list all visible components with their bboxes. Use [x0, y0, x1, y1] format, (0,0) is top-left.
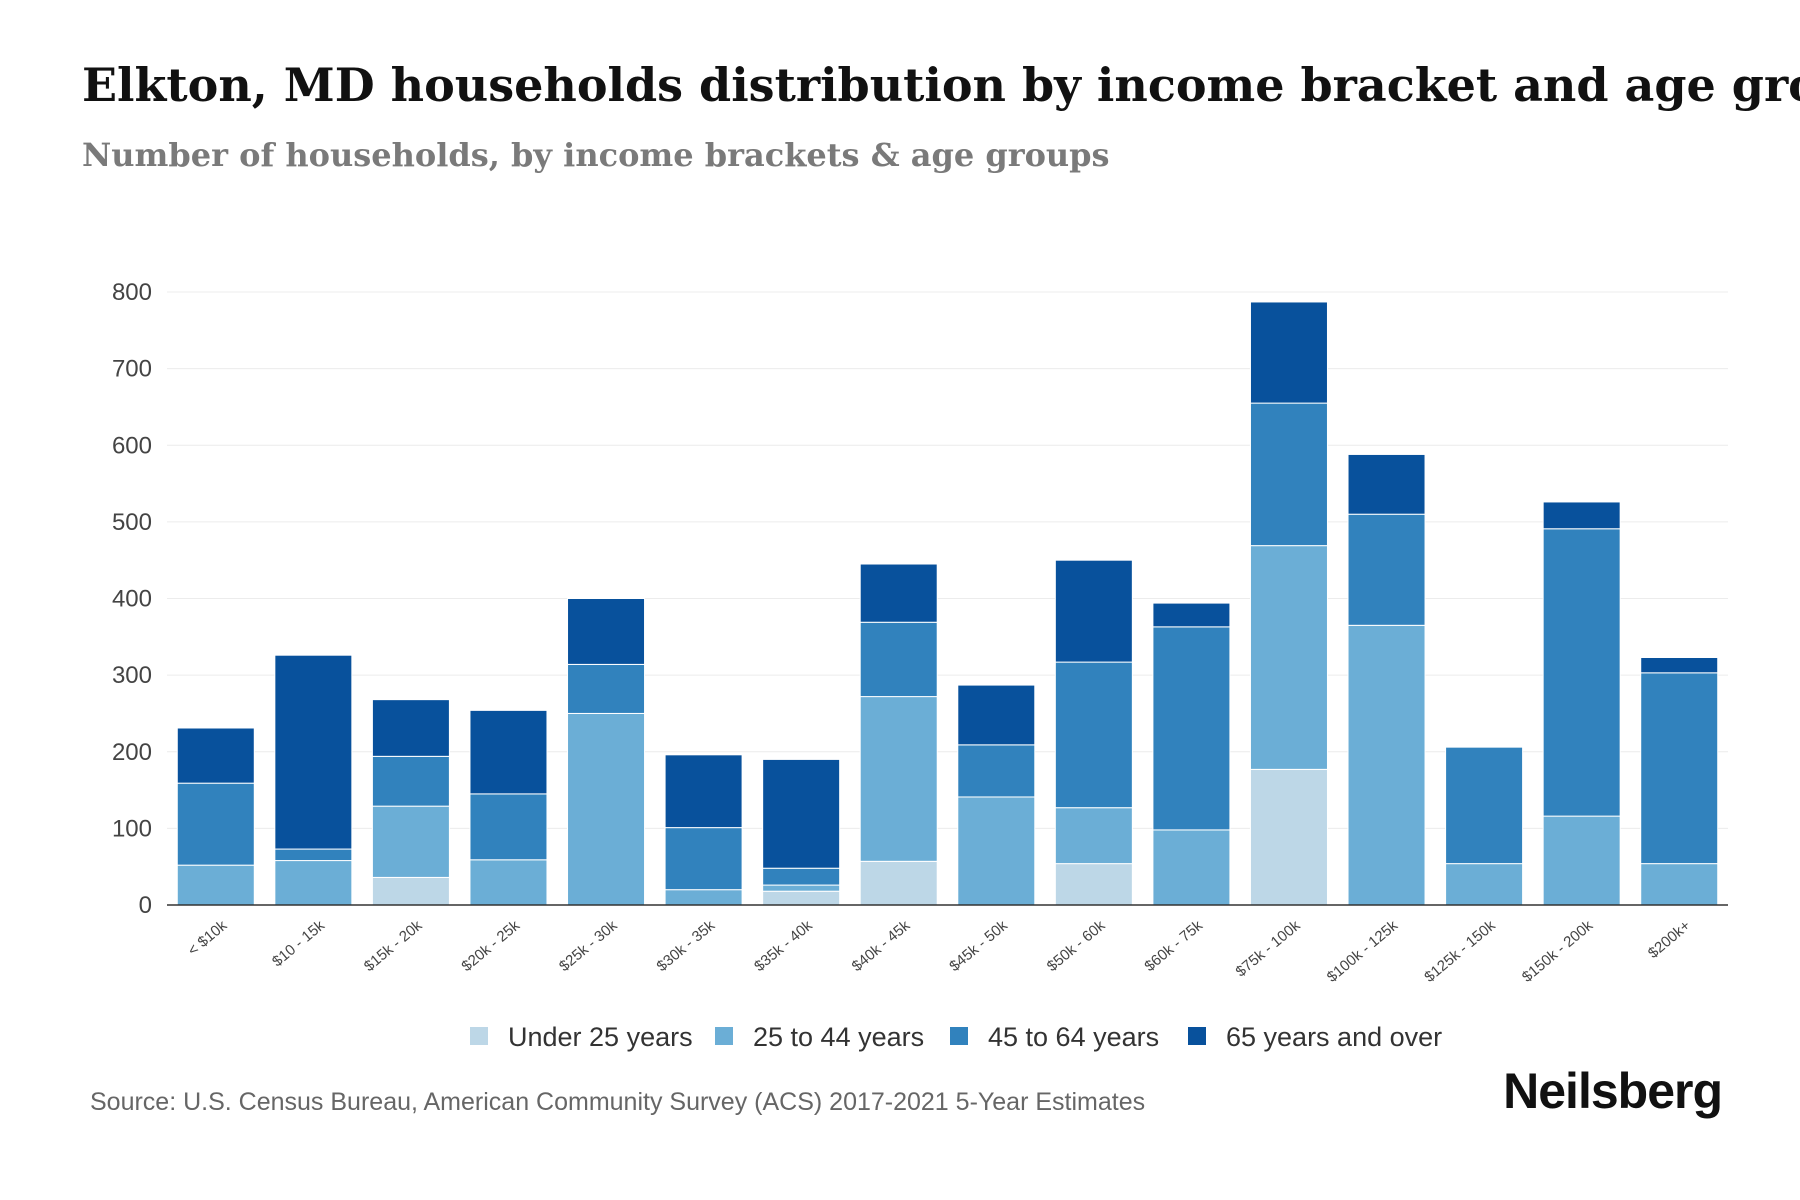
x-tick-label: $200k+ [1645, 917, 1694, 962]
y-tick-label: 800 [112, 279, 152, 306]
bar-segment [762, 890, 841, 906]
bar-segment [1542, 528, 1621, 817]
y-tick-label: 400 [112, 586, 152, 613]
bar-segment [371, 699, 450, 757]
bar-segment [1640, 672, 1719, 865]
y-tick-label: 600 [112, 432, 152, 459]
bar-segment [1249, 545, 1328, 770]
x-tick-label: $150k - 200k [1519, 917, 1597, 986]
x-tick-label: $20k - 25k [458, 917, 523, 975]
x-tick-label: $30k - 35k [654, 917, 719, 975]
bar-segment [371, 805, 450, 878]
legend-item: Under 25 years [470, 1022, 693, 1052]
bar-segment [1347, 624, 1426, 906]
bar-segment [469, 859, 548, 906]
gridlines [167, 291, 1728, 829]
bar-segment [176, 864, 255, 906]
y-tick-label: 700 [112, 356, 152, 383]
bar-segment [274, 848, 353, 862]
x-tick-label: $75k - 100k [1233, 917, 1304, 981]
bar-segment [1640, 657, 1719, 674]
y-tick-label: 0 [139, 892, 152, 919]
bar-segment [1445, 863, 1524, 906]
bar-segment [274, 654, 353, 850]
x-tick-label: < $10k [185, 917, 231, 960]
source-note: Source: U.S. Census Bureau, American Com… [90, 1088, 1146, 1116]
bar-segment [762, 758, 841, 869]
chart-title: Elkton, MD households distribution by in… [82, 58, 1800, 112]
legend-label: 65 years and over [1226, 1022, 1442, 1052]
bar-segment [469, 793, 548, 861]
bar-segment [469, 709, 548, 795]
bar-segment [664, 754, 743, 829]
x-tick-label: $15k - 20k [361, 917, 426, 975]
bar-segment [567, 663, 646, 714]
x-tick-label: $40k - 45k [849, 917, 914, 975]
bar-segment [1054, 863, 1133, 906]
y-tick-label: 300 [112, 662, 152, 689]
bar-segment [1347, 453, 1426, 515]
legend-label: 25 to 44 years [753, 1022, 924, 1052]
bar-segment [1152, 829, 1231, 906]
legend-swatch [715, 1027, 733, 1045]
bar-segment [371, 755, 450, 807]
y-tick-label: 200 [112, 739, 152, 766]
brand-logo: Neilsberg [1503, 1063, 1723, 1119]
bar-segment [1542, 815, 1621, 906]
bar-segment [1054, 661, 1133, 809]
bar-segment [274, 860, 353, 906]
bar-segment [567, 712, 646, 906]
x-tick-label: $35k - 40k [751, 917, 816, 975]
x-tick-label: $10 - 15k [269, 917, 328, 971]
y-tick-label: 100 [112, 815, 152, 842]
bar-segment [1054, 807, 1133, 865]
bar-segment [664, 889, 743, 906]
bars [176, 301, 1719, 906]
chart-subtitle: Number of households, by income brackets… [82, 136, 1110, 174]
bar-segment [1542, 501, 1621, 530]
bar-segment [371, 876, 450, 906]
legend-item: 45 to 64 years [950, 1022, 1159, 1052]
x-tick-label: $125k - 150k [1421, 917, 1499, 986]
bar-segment [176, 782, 255, 866]
bar-segment [1347, 513, 1426, 626]
y-tick-label: 500 [112, 509, 152, 536]
bar-segment [1152, 602, 1231, 628]
legend: Under 25 years 25 to 44 years 45 to 64 yea… [470, 1022, 1442, 1052]
legend-swatch [470, 1027, 488, 1045]
legend-label: 45 to 64 years [988, 1022, 1159, 1052]
bar-segment [957, 684, 1036, 746]
bar-segment [957, 744, 1036, 798]
bar-segment [762, 884, 841, 892]
bar-segment [1249, 768, 1328, 906]
legend-swatch [1188, 1027, 1206, 1045]
bar-segment [1152, 626, 1231, 831]
bar-segment [859, 860, 938, 906]
bar-segment [1249, 301, 1328, 404]
bar-segment [664, 827, 743, 891]
bar-segment [859, 696, 938, 862]
bar-segment [957, 796, 1036, 906]
x-tick-label: $50k - 60k [1044, 917, 1109, 975]
legend-item: 25 to 44 years [715, 1022, 924, 1052]
legend-item: 65 years and over [1188, 1022, 1442, 1052]
x-tick-label: $25k - 30k [556, 917, 621, 975]
x-tick-label: $45k - 50k [946, 917, 1011, 975]
bar-segment [1445, 746, 1524, 865]
bar-segment [762, 867, 841, 886]
legend-label: Under 25 years [508, 1022, 693, 1052]
bar-segment [1054, 559, 1133, 663]
bar-segment [1249, 402, 1328, 547]
x-tick-label: $100k - 125k [1324, 917, 1402, 986]
bar-segment [859, 563, 938, 623]
x-tick-label: $60k - 75k [1141, 917, 1206, 975]
bar-segment [176, 727, 255, 784]
bar-segment [1640, 863, 1719, 906]
bar-segment [567, 598, 646, 665]
bar-segment [859, 621, 938, 698]
legend-swatch [950, 1027, 968, 1045]
